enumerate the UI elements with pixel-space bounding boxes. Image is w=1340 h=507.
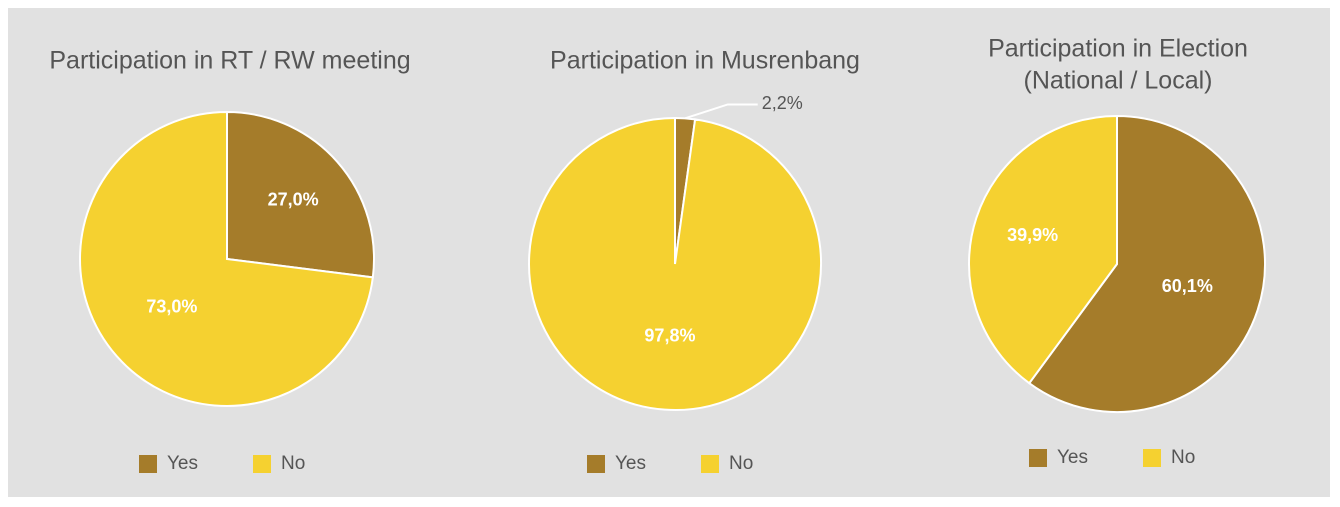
legend-swatch [1143,449,1161,467]
data-label: 60,1% [1162,276,1213,296]
legend-swatch [1029,449,1047,467]
data-label: 97,8% [644,326,695,346]
chart-title: Participation in Musrenbang [550,47,860,75]
chart-title: Participation in Election [988,35,1248,63]
legend-label: No [729,453,753,474]
data-label: 39,9% [1007,225,1058,245]
pie-slice [968,114,1118,385]
legend-swatch [701,455,719,473]
leader-line [684,103,758,120]
legend-swatch [587,455,605,473]
pie-slice [527,116,822,411]
legend-label: No [1171,447,1195,468]
legend-label: No [281,453,305,474]
pie-slice [79,110,374,407]
pie-slice [226,110,375,279]
legend-swatch [139,455,157,473]
chart-title: (National / Local) [1024,67,1213,95]
legend-label: Yes [1057,447,1088,468]
legend-swatch [253,455,271,473]
legend-label: Yes [615,453,646,474]
legend-label: Yes [167,453,198,474]
data-label: 2,2% [762,93,803,113]
data-label: 73,0% [146,296,197,316]
data-label: 27,0% [268,189,319,209]
pie-slice [1027,114,1266,413]
chart-title: Participation in RT / RW meeting [49,47,410,75]
